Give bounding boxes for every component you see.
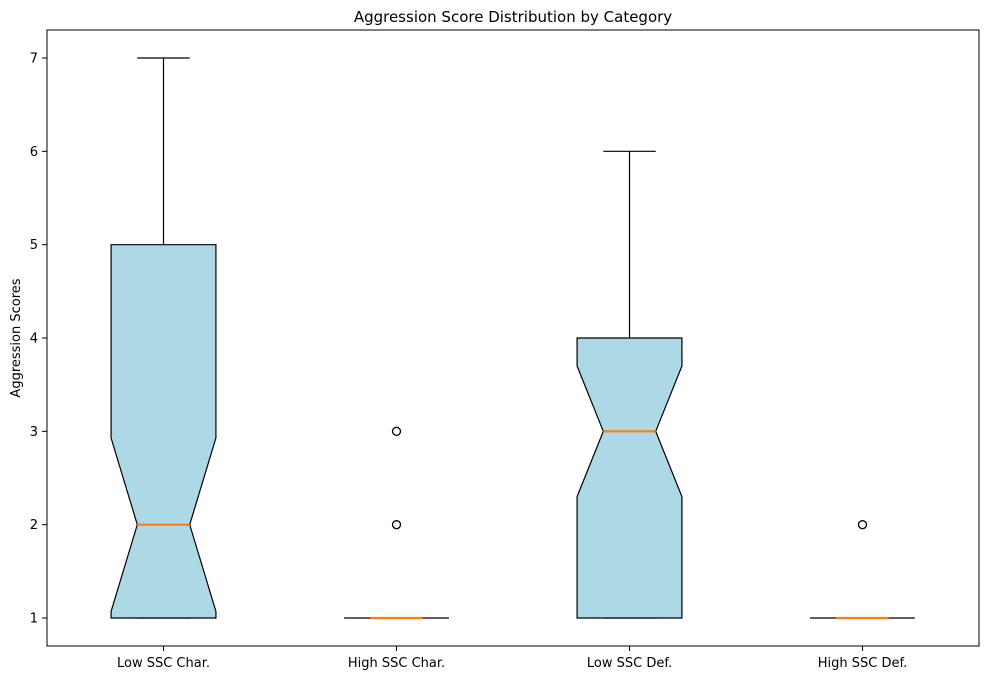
box-group [344, 426, 449, 620]
chart-title: Aggression Score Distribution by Categor… [354, 8, 672, 26]
box-group [110, 57, 217, 619]
box-body [576, 337, 683, 619]
y-tick-label: 3 [30, 425, 38, 440]
y-tick-label: 4 [30, 332, 38, 347]
x-tick-label: Low SSC Def. [587, 656, 672, 671]
outlier-point [391, 426, 402, 436]
outlier-point [391, 520, 402, 530]
y-tick-label: 1 [30, 612, 38, 627]
box-body [110, 244, 217, 619]
y-tick-label: 7 [30, 52, 38, 67]
box-group [576, 150, 683, 619]
x-tick-label: High SSC Def. [818, 656, 908, 671]
y-axis-label: Aggression Scores [9, 278, 24, 397]
outlier-point [857, 520, 868, 530]
x-tick-label: Low SSC Char. [117, 656, 210, 671]
x-axis: Low SSC Char. High SSC Char. Low SSC Def. H… [117, 646, 907, 671]
y-tick-label: 2 [30, 518, 38, 533]
box-group [810, 520, 915, 620]
plot-area [110, 57, 915, 620]
y-axis: 1 2 3 4 5 6 7 [30, 52, 47, 627]
y-tick-label: 6 [30, 145, 38, 160]
x-tick-label: High SSC Char. [348, 656, 445, 671]
y-tick-label: 5 [30, 238, 38, 253]
